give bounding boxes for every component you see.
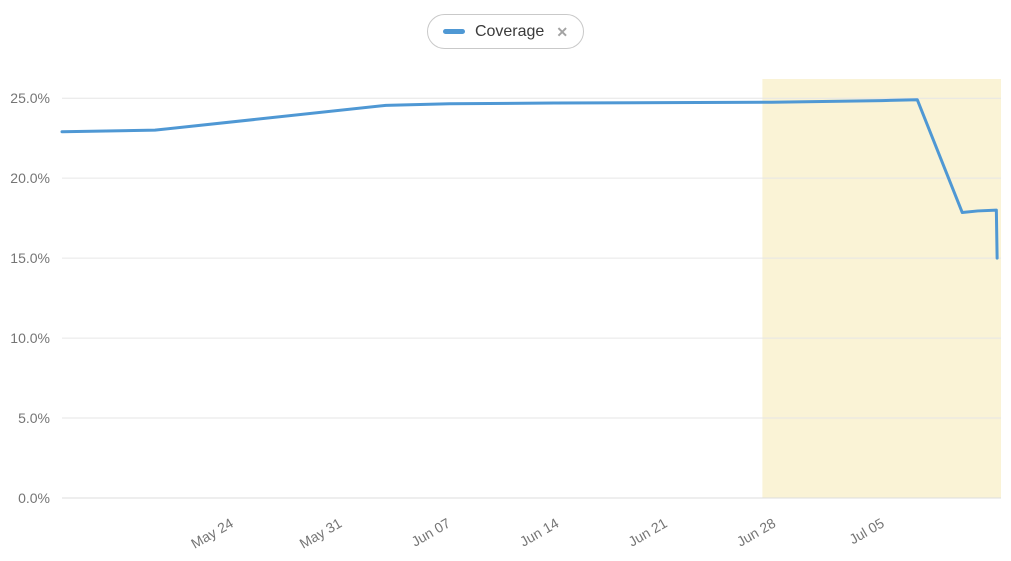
x-axis-tick-label: Jun 21: [625, 515, 670, 550]
chart-legend: Coverage ✕: [0, 14, 1011, 49]
y-axis-tick-label: 10.0%: [10, 330, 50, 346]
x-axis-tick-label: Jun 28: [734, 515, 779, 550]
y-axis-tick-label: 15.0%: [10, 250, 50, 266]
coverage-series-swatch: [442, 29, 465, 34]
x-axis-tick-label: Jun 07: [408, 515, 453, 550]
y-axis-tick-label: 20.0%: [10, 170, 50, 186]
y-axis-tick-label: 25.0%: [10, 90, 50, 106]
y-axis-tick-label: 5.0%: [18, 410, 50, 426]
y-axis-tick-label: 0.0%: [18, 490, 50, 506]
remove-series-icon[interactable]: ✕: [556, 23, 569, 40]
x-axis-tick-label: May 24: [188, 515, 236, 552]
x-axis-tick-label: Jul 05: [846, 515, 887, 548]
coverage-series-label: Coverage: [474, 23, 545, 40]
x-axis-tick-label: May 31: [297, 515, 345, 552]
coverage-line[interactable]: [60, 98, 999, 260]
legend-pill-coverage[interactable]: Coverage ✕: [426, 14, 585, 49]
highlight-region: [762, 79, 1001, 498]
x-axis-tick-label: Jun 14: [517, 515, 562, 550]
